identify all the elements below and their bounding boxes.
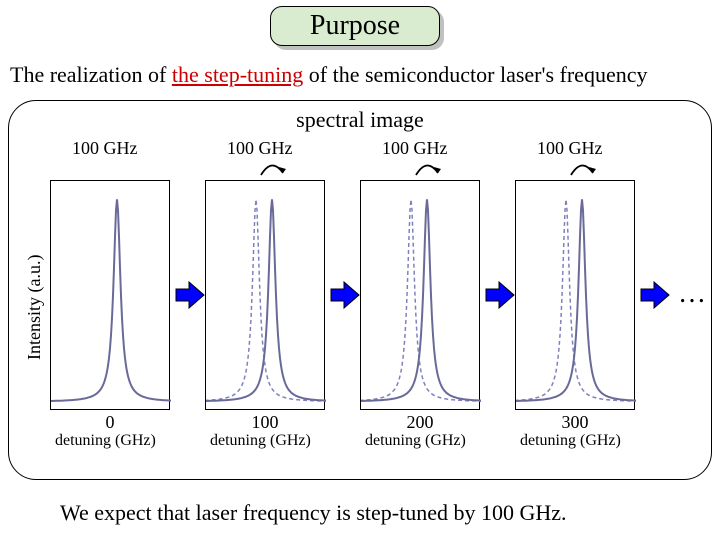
hop-arc-1 (413, 155, 443, 184)
step-label-0: 100 GHz (72, 138, 138, 159)
x-center-0: 0 (90, 412, 130, 433)
title-box: Purpose (270, 6, 440, 46)
x-center-3: 300 (555, 412, 595, 433)
hop-arc-2 (568, 155, 598, 184)
arrow-1 (330, 280, 360, 315)
subtitle-red: the step-tuning (172, 62, 303, 87)
subtitle: The realization of the step-tuning of th… (10, 62, 647, 88)
hop-arc-0 (258, 155, 288, 184)
x-label-1: detuning (GHz) (210, 432, 311, 450)
chart-0 (50, 180, 170, 410)
chart-2 (360, 180, 480, 410)
x-label-0: detuning (GHz) (55, 432, 156, 450)
chart-3 (515, 180, 635, 410)
arrow-3 (640, 280, 670, 315)
x-center-1: 100 (245, 412, 285, 433)
chart-1 (205, 180, 325, 410)
y-axis-label: Intensity (a.u.) (24, 255, 45, 360)
subtitle-prefix: The realization of (10, 62, 172, 87)
x-center-2: 200 (400, 412, 440, 433)
x-label-2: detuning (GHz) (365, 432, 466, 450)
panel-title: spectral image (296, 107, 424, 133)
bottom-text: We expect that laser frequency is step-t… (60, 500, 567, 526)
arrow-2 (485, 280, 515, 315)
arrow-0 (175, 280, 205, 315)
x-label-3: detuning (GHz) (520, 432, 621, 450)
subtitle-suffix: of the semiconductor laser's frequency (303, 62, 647, 87)
title-text: Purpose (310, 10, 400, 42)
ellipsis: … (678, 278, 706, 310)
